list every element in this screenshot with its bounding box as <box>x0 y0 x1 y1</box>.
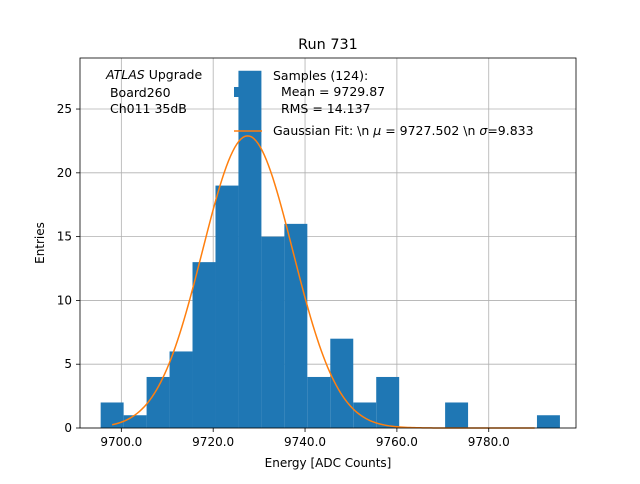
x-tick-label: 9720.0 <box>192 435 234 449</box>
x-tick-label: 9740.0 <box>284 435 326 449</box>
annotation-line-1: ATLAS Upgrade <box>105 67 202 82</box>
legend: Samples (124): Mean = 9729.87 RMS = 14.1… <box>234 68 534 138</box>
y-tick-label: 10 <box>57 293 72 307</box>
annotation-line-3: Ch011 35dB <box>106 101 187 116</box>
x-tick-label: 9700.0 <box>100 435 142 449</box>
histogram-bar <box>284 223 308 428</box>
histogram-bar <box>100 402 124 428</box>
x-tick-label: 9760.0 <box>376 435 418 449</box>
histogram-bar <box>330 338 354 428</box>
histogram-bar <box>215 185 239 428</box>
y-tick-label: 0 <box>64 421 72 435</box>
histogram-bar <box>192 262 216 428</box>
y-tick-label: 25 <box>57 102 72 116</box>
x-axis-label: Energy [ADC Counts] <box>265 456 392 470</box>
x-tick-label: 9780.0 <box>468 435 510 449</box>
annotation-upgrade: Upgrade <box>145 67 203 82</box>
histogram-bar <box>307 376 331 428</box>
histogram-bars <box>100 70 560 429</box>
legend-histogram-swatch <box>234 87 261 97</box>
histogram-bar <box>146 376 170 428</box>
legend-fit-sigma: σ <box>479 123 488 138</box>
legend-samples-line-3: RMS = 14.137 <box>273 101 371 116</box>
histogram-bar <box>536 415 560 428</box>
x-axis-ticks: 9700.0 9720.0 9740.0 9760.0 9780.0 <box>100 428 510 449</box>
legend-samples-line-1: Samples (124): <box>273 68 368 83</box>
histogram-bar <box>169 351 193 428</box>
histogram-bar <box>261 236 285 428</box>
y-axis-ticks: 0 5 10 15 20 25 <box>57 102 80 435</box>
histogram-bar <box>238 70 262 429</box>
plot-frame <box>79 57 577 429</box>
chart-title: Run 731 <box>298 37 358 53</box>
annotation-line-2: Board260 <box>106 85 171 100</box>
histogram-bar <box>123 415 147 428</box>
y-axis-label: Entries <box>33 222 47 264</box>
y-tick-label: 20 <box>57 166 72 180</box>
histogram-bar <box>353 402 377 428</box>
legend-samples-line-2: Mean = 9729.87 <box>273 84 385 99</box>
histogram-bar <box>445 402 469 428</box>
histogram-bar <box>376 376 400 428</box>
legend-fit-mid: = 9727.502 \n <box>381 123 479 138</box>
annotation-atlas: ATLAS <box>105 67 145 82</box>
y-tick-label: 5 <box>64 357 72 371</box>
y-tick-label: 15 <box>57 230 72 244</box>
legend-fit-prefix: Gaussian Fit: \n <box>273 123 373 138</box>
legend-fit-label: Gaussian Fit: \n μ = 9727.502 \n σ=9.833 <box>273 123 534 138</box>
legend-fit-suffix: =9.833 <box>487 123 533 138</box>
legend-fit-mu: μ <box>372 123 381 138</box>
atlas-annotation: ATLAS Upgrade Board260 Ch011 35dB <box>105 67 202 116</box>
